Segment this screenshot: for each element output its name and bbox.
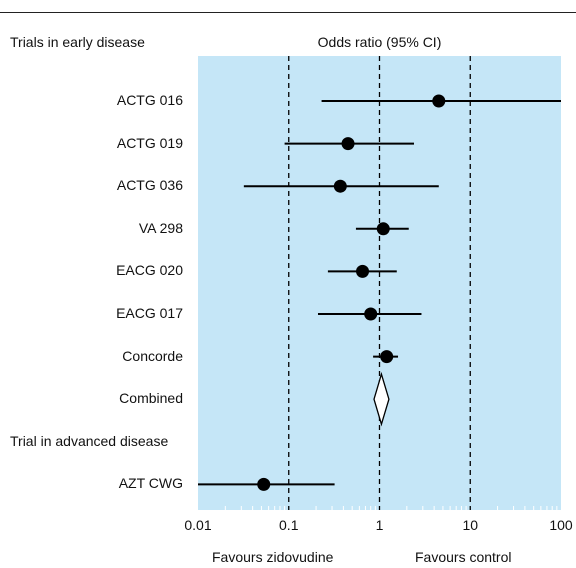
study-label: VA 298	[138, 219, 183, 236]
study-label: Combined	[119, 390, 183, 407]
favours-control-label: Favours control	[415, 549, 512, 565]
point-estimate	[432, 94, 446, 108]
study-label: ACTG 016	[116, 92, 183, 108]
point-estimate	[364, 307, 378, 321]
x-tick-label: 0.1	[279, 517, 299, 533]
x-tick-label: 10	[462, 517, 478, 533]
section-header-early: Trials in early disease	[10, 34, 145, 50]
x-tick-label: 1	[376, 517, 384, 533]
study-label: EACG 017	[116, 305, 183, 321]
point-estimate	[376, 222, 390, 236]
study-label: AZT CWG	[118, 475, 183, 492]
point-estimate	[341, 137, 355, 151]
study-label: Concorde	[122, 347, 183, 364]
point-estimate	[380, 350, 394, 364]
point-estimate	[333, 179, 347, 193]
x-tick-label: 0.01	[184, 517, 211, 533]
x-tick-label: 100	[549, 517, 573, 533]
point-estimate	[257, 477, 271, 491]
study-label: ACTG 019	[116, 134, 183, 151]
favours-zidovudine-label: Favours zidovudine	[212, 549, 334, 565]
point-estimate	[356, 264, 370, 278]
odds-ratio-header: Odds ratio (95% CI)	[317, 34, 442, 50]
top-rule	[0, 12, 576, 13]
study-label: EACG 020	[116, 262, 183, 279]
combined-diamond	[373, 371, 390, 427]
study-label: ACTG 036	[116, 177, 183, 194]
section-header-advanced: Trial in advanced disease	[10, 432, 169, 449]
